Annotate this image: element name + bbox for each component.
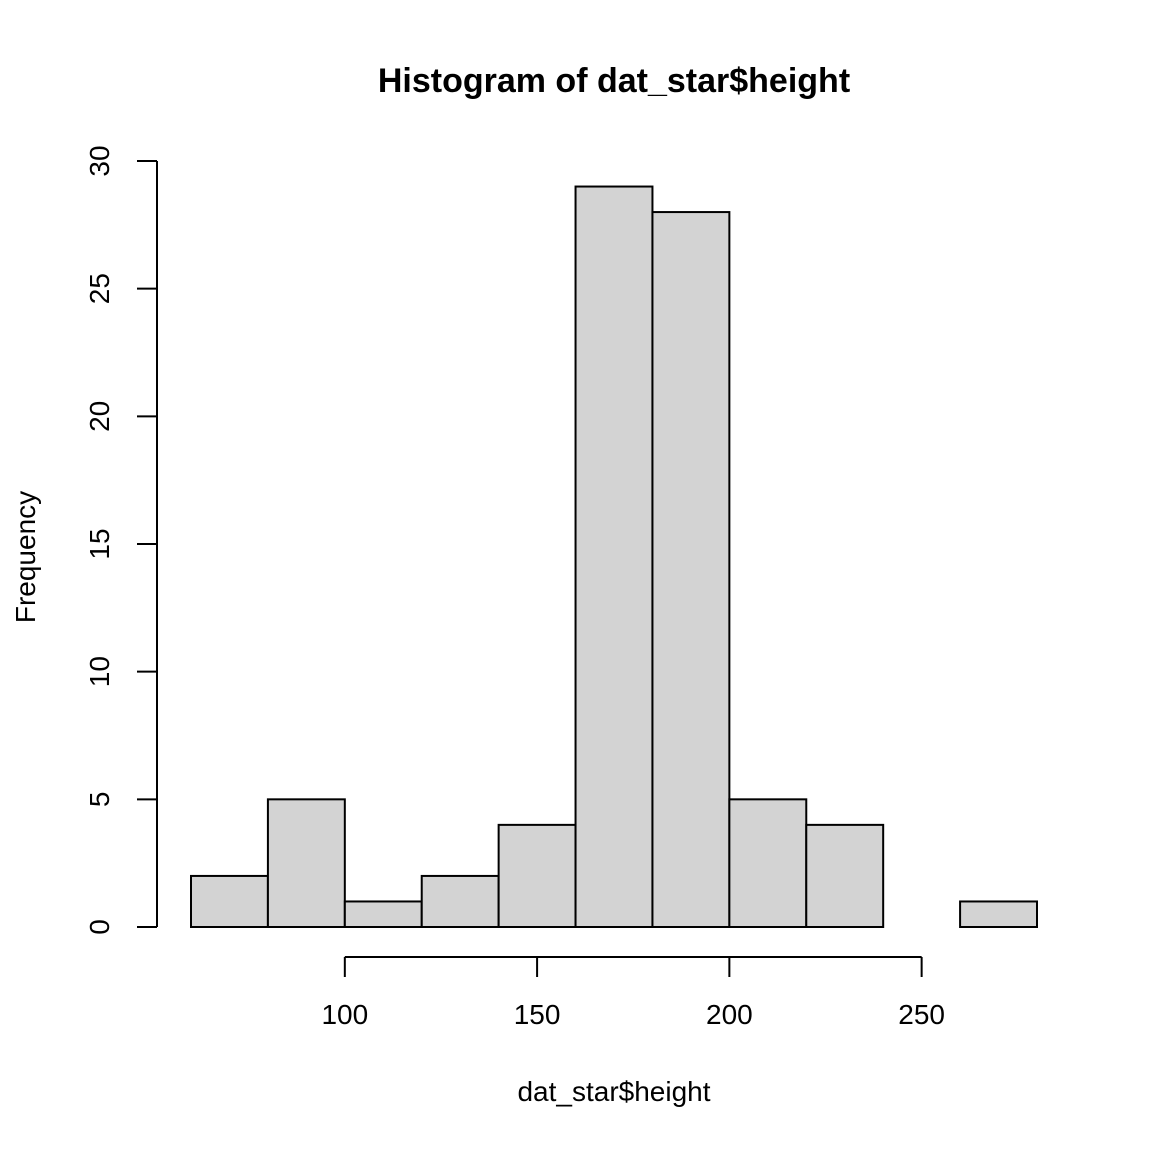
- histogram-bar-140-160: [497, 823, 577, 928]
- y-axis: 0 5 10 15 20 25 30: [84, 145, 158, 935]
- histogram-bar-100-120: [343, 900, 423, 929]
- histogram-bar-160-180: [574, 185, 654, 929]
- y-tick-label: 20: [84, 401, 115, 432]
- x-axis-label: dat_star$height: [517, 1076, 710, 1107]
- histogram-bar-80-100: [266, 798, 346, 928]
- y-tick-label: 25: [84, 273, 115, 304]
- y-tick-label: 30: [84, 145, 115, 176]
- x-axis: 100 150 200 250: [321, 956, 945, 1030]
- y-axis-label: Frequency: [10, 491, 41, 623]
- histogram-bar-220-240: [805, 823, 885, 928]
- x-tick-label: 200: [706, 999, 753, 1030]
- x-tick-label: 150: [514, 999, 561, 1030]
- chart-title: Histogram of dat_star$height: [378, 62, 850, 100]
- histogram-bar-60-80: [190, 874, 269, 929]
- histogram-bar-180-200: [651, 211, 731, 929]
- x-tick-label: 250: [898, 999, 945, 1030]
- x-tick-label: 100: [321, 999, 368, 1030]
- bars-group: [190, 185, 1038, 929]
- y-tick-label: 15: [84, 528, 115, 559]
- y-tick-label: 10: [84, 656, 115, 687]
- y-tick-label: 0: [84, 919, 115, 935]
- histogram-bar-200-220: [728, 798, 808, 928]
- histogram-bar-260-280: [959, 900, 1038, 929]
- y-tick-label: 5: [84, 792, 115, 808]
- histogram-bar-120-140: [420, 874, 500, 929]
